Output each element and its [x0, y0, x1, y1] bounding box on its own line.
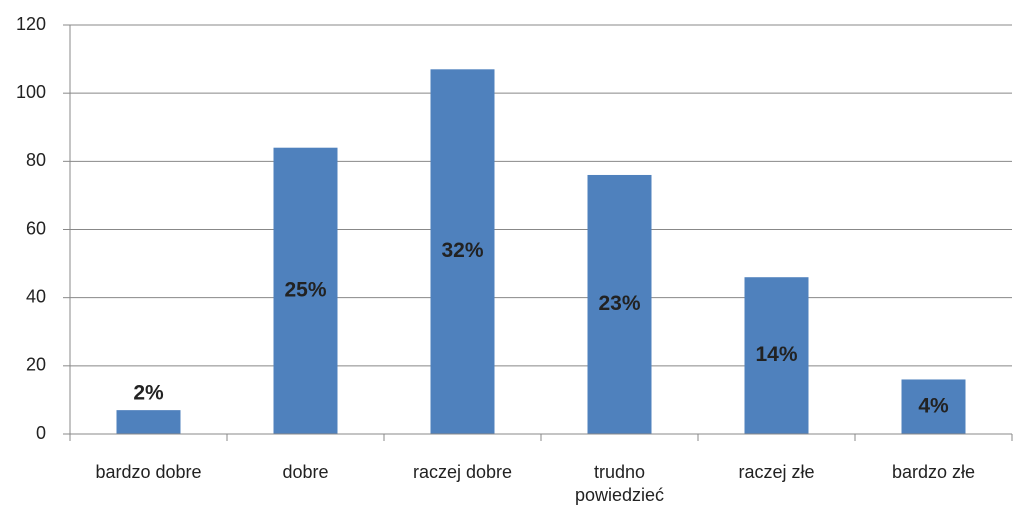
x-tick-label: trudno powiedzieć [574, 462, 665, 505]
bar [430, 69, 495, 434]
y-tick-label: 0 [36, 423, 46, 443]
x-tick-label: bardzo złe [891, 462, 976, 482]
x-tick-label: dobre [282, 462, 329, 482]
x-tick-label: raczej złe [738, 462, 815, 482]
bar [116, 410, 181, 434]
bar [273, 147, 338, 434]
y-tick-label: 40 [26, 286, 46, 306]
y-tick-label: 120 [16, 14, 46, 34]
data-label: 2% [133, 382, 164, 405]
data-label: 4% [918, 394, 949, 417]
y-tick-label: 100 [16, 82, 46, 102]
bar [901, 379, 966, 434]
y-tick-label: 80 [26, 150, 46, 170]
data-label: 14% [755, 343, 797, 366]
data-label: 32% [441, 239, 483, 262]
data-label: 25% [284, 278, 326, 301]
bar [744, 277, 809, 434]
x-tick-label: bardzo dobre [95, 462, 202, 482]
data-label: 23% [598, 292, 640, 315]
x-tick-label: raczej dobre [412, 462, 513, 482]
bar [587, 174, 652, 434]
y-tick-label: 20 [26, 355, 46, 375]
y-tick-label: 60 [26, 218, 46, 238]
